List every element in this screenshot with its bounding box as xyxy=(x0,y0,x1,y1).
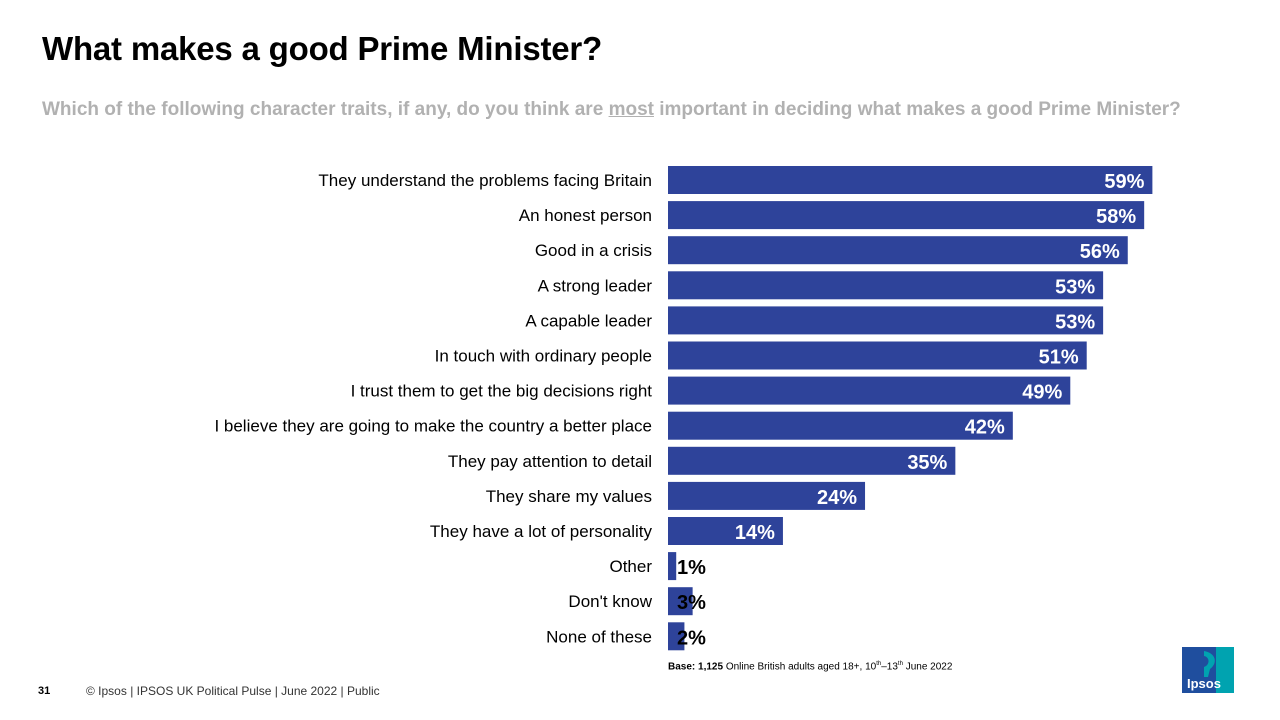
bar-7 xyxy=(668,411,1013,440)
category-label-12: Don't know xyxy=(568,592,652,611)
bar-11 xyxy=(668,552,677,581)
value-label-13: 2% xyxy=(677,627,706,649)
value-label-4: 53% xyxy=(1055,311,1095,333)
value-label-3: 53% xyxy=(1055,276,1095,298)
base-sup-a: th xyxy=(876,661,882,667)
logo-swoosh xyxy=(1204,651,1215,677)
category-label-7: I believe they are going to make the cou… xyxy=(214,417,652,436)
category-label-13: None of these xyxy=(546,627,652,646)
category-label-1: An honest person xyxy=(519,206,652,225)
value-label-8: 35% xyxy=(907,452,947,474)
bar-9 xyxy=(668,481,866,510)
footer-text: © Ipsos | IPSOS UK Political Pulse | Jun… xyxy=(86,684,380,698)
value-label-9: 24% xyxy=(817,487,857,509)
bar-1 xyxy=(668,201,1145,230)
base-text-b: –13 xyxy=(881,661,898,673)
value-label-6: 49% xyxy=(1022,382,1062,404)
page-title: What makes a good Prime Minister? xyxy=(42,30,603,67)
base-count: Base: 1,125 xyxy=(668,661,724,673)
survey-question: Which of the following character traits,… xyxy=(42,96,1202,123)
bar-13 xyxy=(668,622,685,651)
logo-text: Ipsos xyxy=(1187,676,1221,691)
base-text-a: Online British adults aged 18+, 10 xyxy=(723,661,877,673)
bar-2 xyxy=(668,236,1128,265)
category-label-10: They have a lot of personality xyxy=(430,522,653,541)
category-label-2: Good in a crisis xyxy=(535,241,652,260)
question-text-end: important in deciding what makes a good … xyxy=(653,99,1181,120)
bar-12 xyxy=(668,587,693,616)
bar-4 xyxy=(668,306,1104,335)
category-label-4: A capable leader xyxy=(525,311,652,330)
value-label-12: 3% xyxy=(677,592,706,614)
value-label-5: 51% xyxy=(1039,347,1079,369)
bar-5 xyxy=(668,341,1087,370)
bar-8 xyxy=(668,446,956,475)
value-label-10: 14% xyxy=(735,522,775,544)
category-label-11: Other xyxy=(609,557,652,576)
question-text-start: Which of the following character traits,… xyxy=(42,99,609,120)
value-label-0: 59% xyxy=(1104,171,1144,193)
base-note: Base: 1,125 Online British adults aged 1… xyxy=(668,661,952,672)
category-label-6: I trust them to get the big decisions ri… xyxy=(351,382,653,401)
ipsos-logo: Ipsos xyxy=(1182,647,1234,693)
category-label-5: In touch with ordinary people xyxy=(435,347,652,366)
value-label-2: 56% xyxy=(1080,241,1120,263)
category-label-3: A strong leader xyxy=(538,276,653,295)
bar-0 xyxy=(668,166,1153,194)
bar-6 xyxy=(668,376,1071,405)
bar-10 xyxy=(668,517,783,545)
question-emphasis: most xyxy=(608,99,654,120)
page-number: 31 xyxy=(38,685,51,697)
base-sup-b: th xyxy=(897,661,903,667)
value-label-7: 42% xyxy=(965,417,1005,439)
category-label-0: They understand the problems facing Brit… xyxy=(318,171,652,190)
bar-3 xyxy=(668,271,1104,300)
value-label-1: 58% xyxy=(1096,206,1136,228)
category-label-8: They pay attention to detail xyxy=(448,452,652,471)
base-text-c: June 2022 xyxy=(902,661,953,673)
category-label-9: They share my values xyxy=(486,487,652,506)
value-label-11: 1% xyxy=(677,557,706,579)
